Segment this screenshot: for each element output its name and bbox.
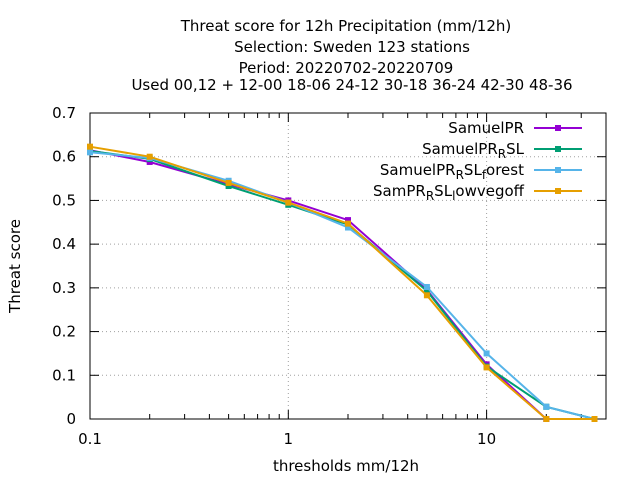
axis-ticks [89,112,607,420]
data-point [87,149,93,156]
series-4 [87,143,598,422]
y-axis-label: Threat score [6,219,24,314]
tick-labels: 00.10.20.30.40.50.60.70.1 1 10 [52,104,496,448]
legend-label: SamuelPRRSL [422,140,525,161]
data-series [87,143,598,422]
data-point [345,220,351,227]
y-tick-label: 0.5 [52,191,76,209]
data-point [423,287,430,294]
legend-marker [555,125,561,131]
data-point [543,416,550,422]
data-point [225,183,232,190]
data-point [483,364,490,371]
y-tick-label: 0.4 [52,235,76,253]
data-point [285,199,292,206]
y-tick-label: 0.7 [52,104,76,122]
x-tick-label: 0.1 [78,430,102,448]
data-point [87,143,93,150]
data-point [345,217,351,224]
legend-marker [555,188,561,194]
data-point [146,153,153,160]
y-tick-label: 0.2 [52,323,76,341]
legend-label: SamPRRSLlowvegoff [373,182,525,203]
title-line-3: Period: 20220702-20220709 [239,59,454,77]
x-axis-label: thresholds mm/12h [273,457,419,475]
legend: SamuelPR SamuelPRRSLSamuelPRRSLforestSamP… [373,119,582,203]
y-tick-label: 0.6 [52,148,76,166]
data-point [543,403,550,410]
data-point [345,224,351,231]
data-point [423,292,430,299]
y-tick-label: 0.1 [52,366,76,384]
data-point [483,350,490,357]
legend-entry: SamuelPR [448,119,582,137]
data-point [423,283,430,290]
data-point [225,179,232,186]
title-line-4: Used 00,12 + 12-00 18-06 24-12 30-18 36-… [131,76,572,94]
legend-entry: SamuelPRRSL [422,140,582,161]
legend-marker [555,146,561,152]
y-tick-label: 0.3 [52,279,76,297]
legend-entry: SamPRRSLlowvegoff [373,182,582,203]
legend-entry: SamuelPRRSLforest [380,161,582,182]
data-point [591,416,598,422]
x-tick-label: 10 [477,430,496,448]
plot-border [89,112,607,420]
data-point [146,158,153,165]
title-line-2: Selection: Sweden 123 stations [234,38,470,56]
grid [90,113,606,419]
legend-label: SamuelPR [448,119,524,137]
chart-title: Threat score for 12h Precipitation (mm/1… [131,17,572,94]
legend-marker [555,167,561,173]
y-tick-label: 0 [66,410,76,428]
title-line-1: Threat score for 12h Precipitation (mm/1… [180,17,512,35]
legend-label: SamuelPRRSLforest [380,161,524,182]
x-tick-label: 1 [284,430,294,448]
